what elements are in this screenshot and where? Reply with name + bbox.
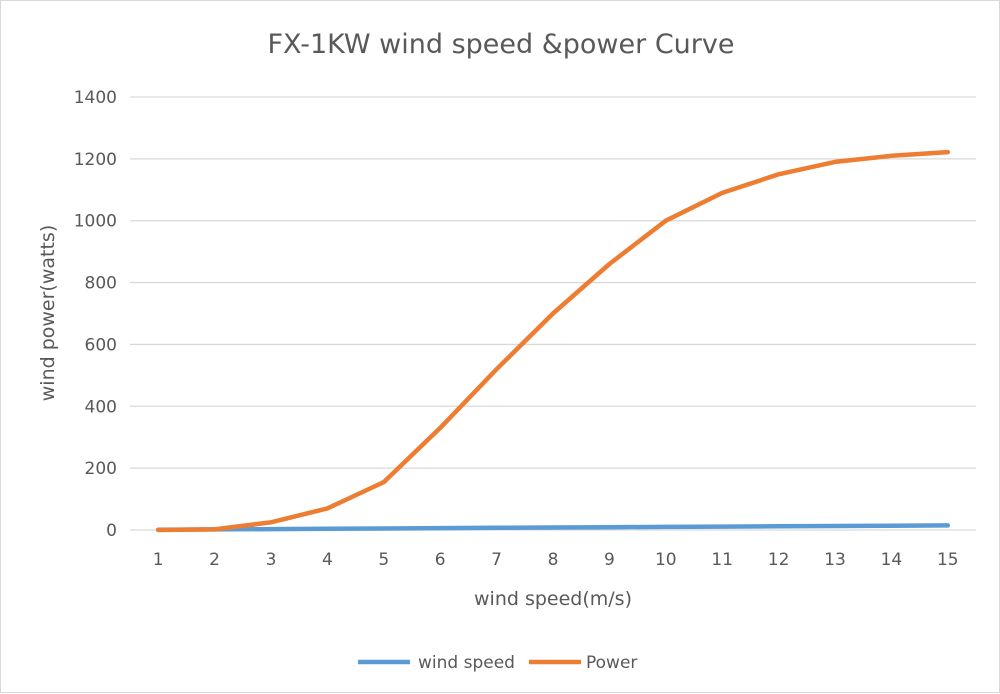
series-line-power [155, 149, 951, 533]
legend-label: Power [586, 653, 637, 673]
x-tick-label: 6 [435, 550, 446, 570]
legend: wind speed Power [358, 653, 637, 673]
x-tick-label: 2 [209, 550, 220, 570]
x-tick-label: 10 [655, 550, 677, 570]
x-tick-label: 11 [711, 550, 733, 570]
x-axis-label: wind speed(m/s) [474, 588, 632, 610]
x-tick-label: 3 [266, 550, 277, 570]
x-axis-ticks: 1 2 3 4 5 6 7 8 9 10 11 12 13 14 15 [153, 550, 959, 570]
x-tick-label: 9 [604, 550, 615, 570]
x-tick-label: 8 [548, 550, 559, 570]
y-tick-label: 400 [85, 397, 117, 417]
y-tick-label: 800 [85, 274, 117, 294]
legend-label: wind speed [418, 653, 515, 673]
y-tick-label: 600 [85, 335, 117, 355]
x-tick-label: 7 [491, 550, 502, 570]
y-tick-label: 0 [106, 521, 117, 541]
x-tick-label: 5 [378, 550, 389, 570]
x-tick-label: 15 [937, 550, 959, 570]
x-tick-label: 4 [322, 550, 333, 570]
series-lines [155, 149, 951, 533]
chart-title: FX-1KW wind speed &power Curve [268, 29, 735, 60]
x-tick-label: 1 [153, 550, 164, 570]
y-tick-label: 1400 [74, 88, 117, 108]
gridlines [130, 96, 976, 531]
series-line-wind-speed [155, 523, 951, 532]
y-tick-label: 1000 [74, 212, 117, 232]
y-tick-label: 200 [85, 459, 117, 479]
x-tick-label: 14 [881, 550, 903, 570]
y-tick-label: 1200 [74, 150, 117, 170]
x-tick-label: 12 [768, 550, 790, 570]
y-axis-ticks: 0 200 400 600 800 1000 1200 1400 [74, 88, 117, 541]
x-tick-label: 13 [824, 550, 846, 570]
y-axis-label: wind power(watts) [37, 225, 59, 402]
